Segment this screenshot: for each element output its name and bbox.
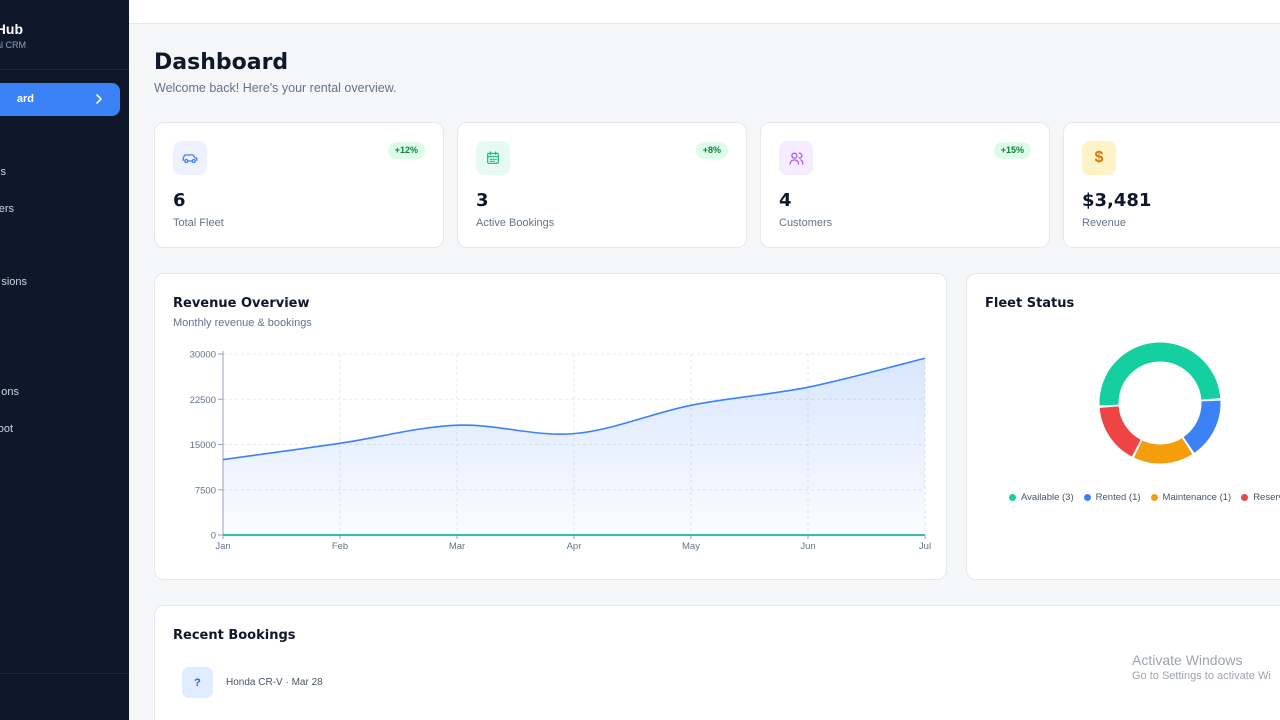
stat-value: $3,481 xyxy=(1082,190,1152,211)
legend-label: Rented (1) xyxy=(1095,492,1141,503)
booking-item-text[interactable]: Honda CR-V · Mar 28 xyxy=(226,677,323,688)
stat-label: Total Fleet xyxy=(173,217,224,229)
stat-label: Revenue xyxy=(1082,217,1127,229)
stat-value: 4 xyxy=(779,190,792,211)
x-tick-label: Jan xyxy=(215,541,230,552)
x-tick-label: Mar xyxy=(449,541,465,552)
legend-dot xyxy=(1009,494,1016,501)
x-tick-label: Feb xyxy=(332,541,348,552)
activation-watermark: Activate Windows Go to Settings to activ… xyxy=(1132,652,1271,682)
sidebar-item-notifications[interactable]: ons xyxy=(1,386,19,398)
legend-item: Rented (1) xyxy=(1083,492,1141,503)
fleet-donut-chart xyxy=(1099,342,1221,464)
sidebar-item-permissions[interactable]: sions xyxy=(1,276,27,288)
legend-item: Reserved (1) xyxy=(1241,492,1280,503)
brand-subtitle: tal CRM xyxy=(0,40,26,50)
sidebar: Hub tal CRM ard s ers sions ons oot xyxy=(0,0,129,720)
card-title: Fleet Status xyxy=(985,296,1075,311)
trend-badge: +8% xyxy=(695,142,728,159)
stat-label: Active Bookings xyxy=(476,217,555,229)
revenue-chart: 0 7500 15000 22500 30000 Jan Feb Mar Apr May Jun Ju… xyxy=(190,350,932,553)
brand: Hub tal CRM xyxy=(0,0,129,70)
revenue-line xyxy=(222,357,926,461)
sidebar-item-dashboard[interactable]: ard xyxy=(0,83,120,116)
legend-dot xyxy=(1150,494,1158,501)
fleet-legend: Available (3) Rented (1) Maintenance (1) Re… xyxy=(1009,492,1280,503)
y-tick-label: 15000 xyxy=(190,440,216,451)
stat-label: Customers xyxy=(779,217,833,229)
donut-slice xyxy=(1183,400,1221,453)
dollar-icon: $ xyxy=(1082,141,1116,175)
recent-bookings-card: Recent Bookings ? Honda CR-V · Mar 28 xyxy=(154,605,1280,720)
sidebar-item-label: ard xyxy=(16,93,34,105)
y-tick-label: 7500 xyxy=(195,485,216,496)
watermark-title: Activate Windows xyxy=(1132,652,1243,668)
legend-dot xyxy=(1241,494,1249,501)
sidebar-item-vehicles[interactable]: s xyxy=(0,166,7,178)
card-title: Recent Bookings xyxy=(173,628,296,643)
x-tick-label: Jun xyxy=(800,541,815,552)
legend-item: Available (3) xyxy=(1009,492,1074,503)
sidebar-item-customers[interactable]: ers xyxy=(0,203,14,215)
legend-label: Available (3) xyxy=(1021,492,1074,503)
y-tick-label: 0 xyxy=(211,531,216,542)
sidebar-item-support[interactable]: oot xyxy=(0,423,13,435)
stat-card-total-fleet: +12% 6 Total Fleet xyxy=(154,122,444,248)
car-icon xyxy=(173,141,207,175)
stat-card-revenue: $ $3,481 Revenue xyxy=(1063,122,1280,248)
watermark-subtitle: Go to Settings to activate Wi xyxy=(1132,670,1271,682)
page-title: Dashboard xyxy=(154,50,289,75)
brand-title: Hub xyxy=(0,21,23,37)
donut-slice xyxy=(1134,437,1193,464)
y-tick-label: 30000 xyxy=(190,350,216,361)
x-tick-label: Apr xyxy=(567,541,582,552)
stat-card-customers: +15% 4 Customers xyxy=(760,122,1050,248)
chevron-right-icon xyxy=(96,94,102,104)
x-tick-label: Jul xyxy=(919,541,931,552)
donut-slice xyxy=(1099,405,1142,457)
stat-value: 3 xyxy=(476,190,489,211)
card-title: Revenue Overview xyxy=(173,296,310,311)
legend-item: Maintenance (1) xyxy=(1150,492,1232,503)
card-subtitle: Monthly revenue & bookings xyxy=(173,317,312,329)
donut-slice xyxy=(1099,342,1221,406)
revenue-overview-card: Revenue Overview Monthly revenue & booki… xyxy=(154,273,947,580)
trend-badge: +12% xyxy=(387,142,425,159)
calendar-icon xyxy=(476,141,510,175)
booking-icon: ? xyxy=(182,667,213,698)
legend-label: Maintenance (1) xyxy=(1162,492,1232,503)
x-tick-label: May xyxy=(682,541,700,552)
stat-value: 6 xyxy=(173,190,186,211)
stat-card-active-bookings: +8% 3 Active Bookings xyxy=(457,122,747,248)
page-subtitle: Welcome back! Here's your rental overvie… xyxy=(154,81,397,95)
top-bar xyxy=(129,0,1280,24)
legend-label: Reserved (1) xyxy=(1253,492,1280,503)
fleet-status-card: Fleet Status Available (3) Rented (1) Main… xyxy=(966,273,1280,580)
legend-dot xyxy=(1083,494,1091,501)
sidebar-divider xyxy=(0,673,129,674)
y-tick-label: 22500 xyxy=(190,395,216,406)
trend-badge: +15% xyxy=(993,142,1031,159)
revenue-area xyxy=(223,358,925,535)
users-icon xyxy=(779,141,813,175)
